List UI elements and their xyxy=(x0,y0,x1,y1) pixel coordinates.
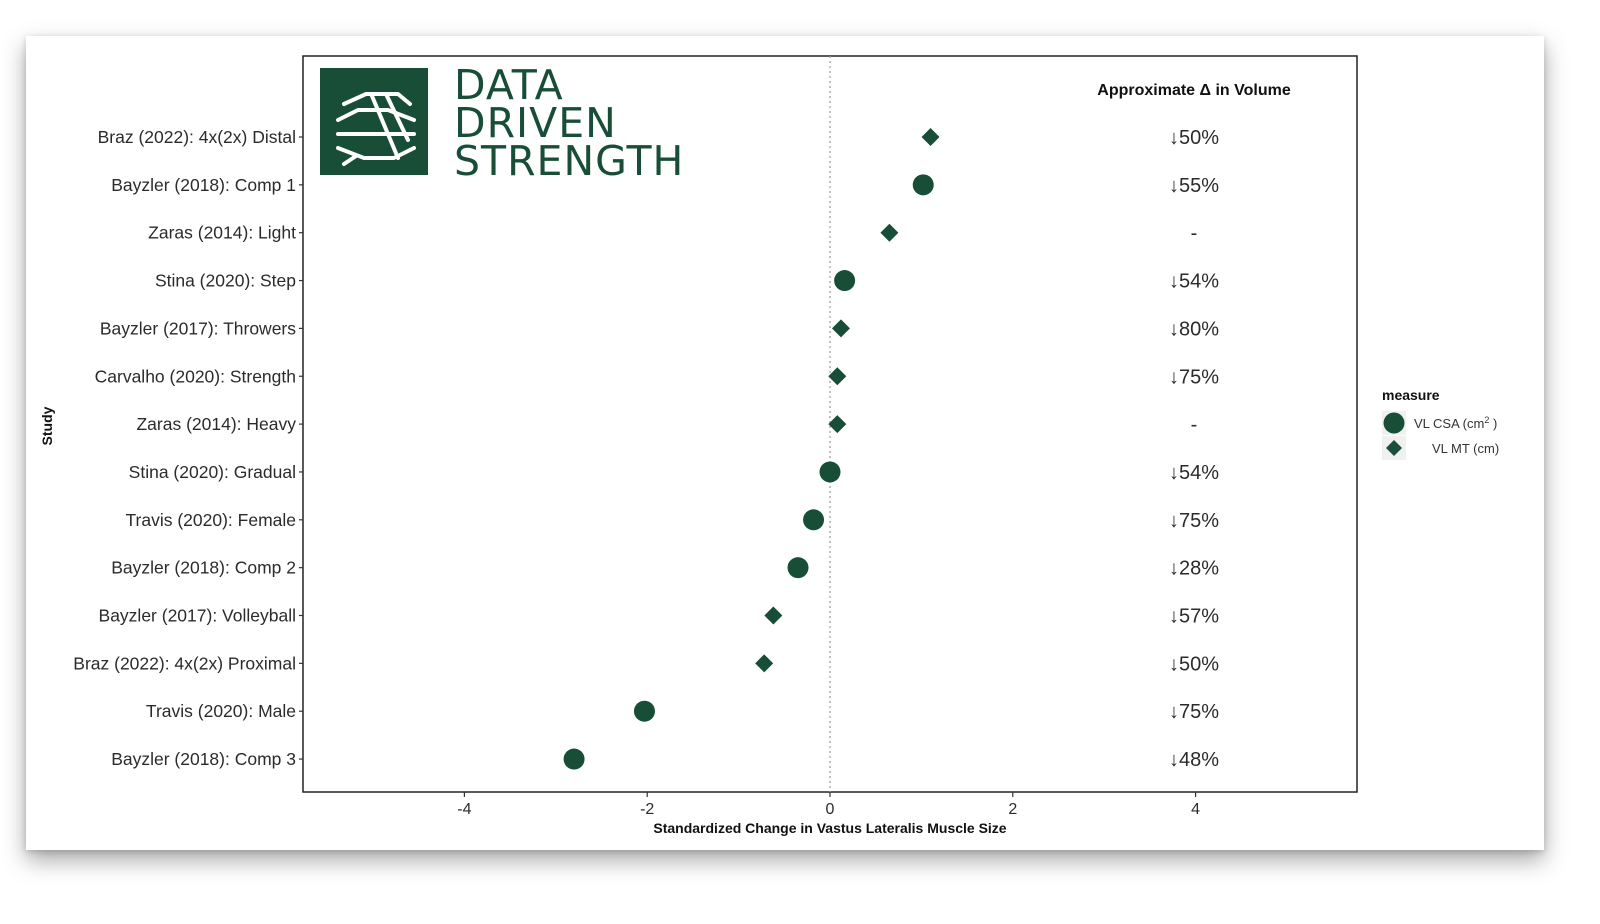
logo-glyph-stroke-5 xyxy=(370,94,400,160)
study-label: Travis (2020): Female xyxy=(125,510,296,530)
data-point-csa xyxy=(834,270,856,292)
data-point-mt xyxy=(828,415,847,434)
volume-value: - xyxy=(1191,223,1198,245)
data-point-mt xyxy=(828,367,847,386)
study-label: Bayzler (2018): Comp 3 xyxy=(111,749,296,769)
logo-glyph-stroke-1 xyxy=(336,108,416,122)
brand-text-line-3: STRENGTH xyxy=(454,137,684,185)
logo-glyph-stroke-3 xyxy=(336,146,416,160)
volume-value: ↓50% xyxy=(1169,127,1219,149)
volume-value: ↓54% xyxy=(1169,462,1219,484)
y-axis-labels: Braz (2022): 4x(2x) Distal Bayzler (2018)… xyxy=(73,127,296,769)
study-label: Carvalho (2020): Strength xyxy=(95,366,296,386)
data-point-csa xyxy=(563,748,585,770)
volume-value: ↓50% xyxy=(1169,653,1219,675)
study-label: Stina (2020): Step xyxy=(155,271,296,291)
study-label: Bayzler (2018): Comp 2 xyxy=(111,558,296,578)
data-point-csa xyxy=(787,557,809,579)
study-label: Braz (2022): 4x(2x) Proximal xyxy=(73,653,296,673)
y-axis-ticks xyxy=(299,136,303,760)
figure-card: DATA DRIVEN STRENGTH Braz (2022): 4x(2x)… xyxy=(26,36,1544,850)
legend-label-csa-sup: 2 xyxy=(1484,415,1489,425)
volume-value: - xyxy=(1191,414,1198,436)
legend-label-mt: VL MT (cm) xyxy=(1432,441,1499,456)
data-point-mt xyxy=(880,223,899,242)
study-label: Zaras (2014): Heavy xyxy=(136,414,296,434)
volume-annotations: ↓50% ↓55% - ↓54% ↓80% ↓75% - ↓54% ↓75% ↓28% ↓57% ↓5… xyxy=(1169,127,1219,771)
data-point-mt xyxy=(921,128,940,146)
logo-glyph-stroke-0 xyxy=(342,92,412,106)
volume-value: ↓80% xyxy=(1169,318,1219,340)
data-point-mt xyxy=(755,654,774,673)
logo-glyph-stroke-4 xyxy=(342,154,358,166)
x-tick-label: -4 xyxy=(457,801,471,818)
x-axis-title: Standardized Change in Vastus Lateralis … xyxy=(653,820,1006,836)
volume-value: ↓75% xyxy=(1169,510,1219,532)
volume-value: ↓75% xyxy=(1169,701,1219,723)
volume-value: ↓57% xyxy=(1169,606,1219,628)
study-label: Braz (2022): 4x(2x) Distal xyxy=(98,127,296,147)
volume-column-header: Approximate Δ in Volume xyxy=(1097,82,1291,99)
data-point-csa xyxy=(819,461,841,483)
data-marks xyxy=(563,128,940,770)
y-axis-title: Study xyxy=(39,406,55,445)
study-label: Bayzler (2017): Volleyball xyxy=(99,606,296,626)
brand-text-line-1: DATA xyxy=(454,61,564,109)
data-point-csa xyxy=(912,174,934,196)
legend-label-csa-text: VL CSA (cm xyxy=(1414,416,1484,431)
study-label: Stina (2020): Gradual xyxy=(129,462,296,482)
legend: measure VL CSA (cm2 ) VL MT (cm) xyxy=(1382,387,1499,460)
data-point-mt xyxy=(831,319,850,338)
x-tick-label: 2 xyxy=(1008,801,1017,818)
data-point-csa xyxy=(803,509,825,531)
study-label: Zaras (2014): Light xyxy=(148,223,296,243)
brand-text-line-2: DRIVEN xyxy=(454,99,617,147)
study-label: Travis (2020): Male xyxy=(146,701,296,721)
legend-label-csa-suffix: ) xyxy=(1489,416,1497,431)
x-axis-ticks: -4 -2 0 2 4 xyxy=(457,792,1200,818)
x-tick-label: -2 xyxy=(640,801,654,818)
study-label: Bayzler (2017): Throwers xyxy=(100,318,296,338)
logo-glyph-icon xyxy=(336,92,416,166)
volume-value: ↓75% xyxy=(1169,366,1219,388)
study-label: Bayzler (2018): Comp 1 xyxy=(111,175,296,195)
volume-value: ↓28% xyxy=(1169,558,1219,580)
brand-logo: DATA DRIVEN STRENGTH xyxy=(320,61,684,185)
volume-value: ↓54% xyxy=(1169,271,1219,293)
x-tick-label: 4 xyxy=(1191,801,1200,818)
logo-glyph-stroke-6 xyxy=(384,92,410,142)
volume-value: ↓48% xyxy=(1169,749,1219,771)
legend-title: measure xyxy=(1382,387,1440,403)
volume-value: ↓55% xyxy=(1169,175,1219,197)
legend-diamond-icon xyxy=(1386,440,1402,456)
legend-circle-icon xyxy=(1383,412,1405,434)
forest-plot: DATA DRIVEN STRENGTH Braz (2022): 4x(2x)… xyxy=(39,55,1499,836)
legend-label-csa: VL CSA (cm2 ) xyxy=(1414,415,1497,431)
data-point-csa xyxy=(633,700,655,722)
x-tick-label: 0 xyxy=(826,801,835,818)
data-point-mt xyxy=(764,606,783,625)
